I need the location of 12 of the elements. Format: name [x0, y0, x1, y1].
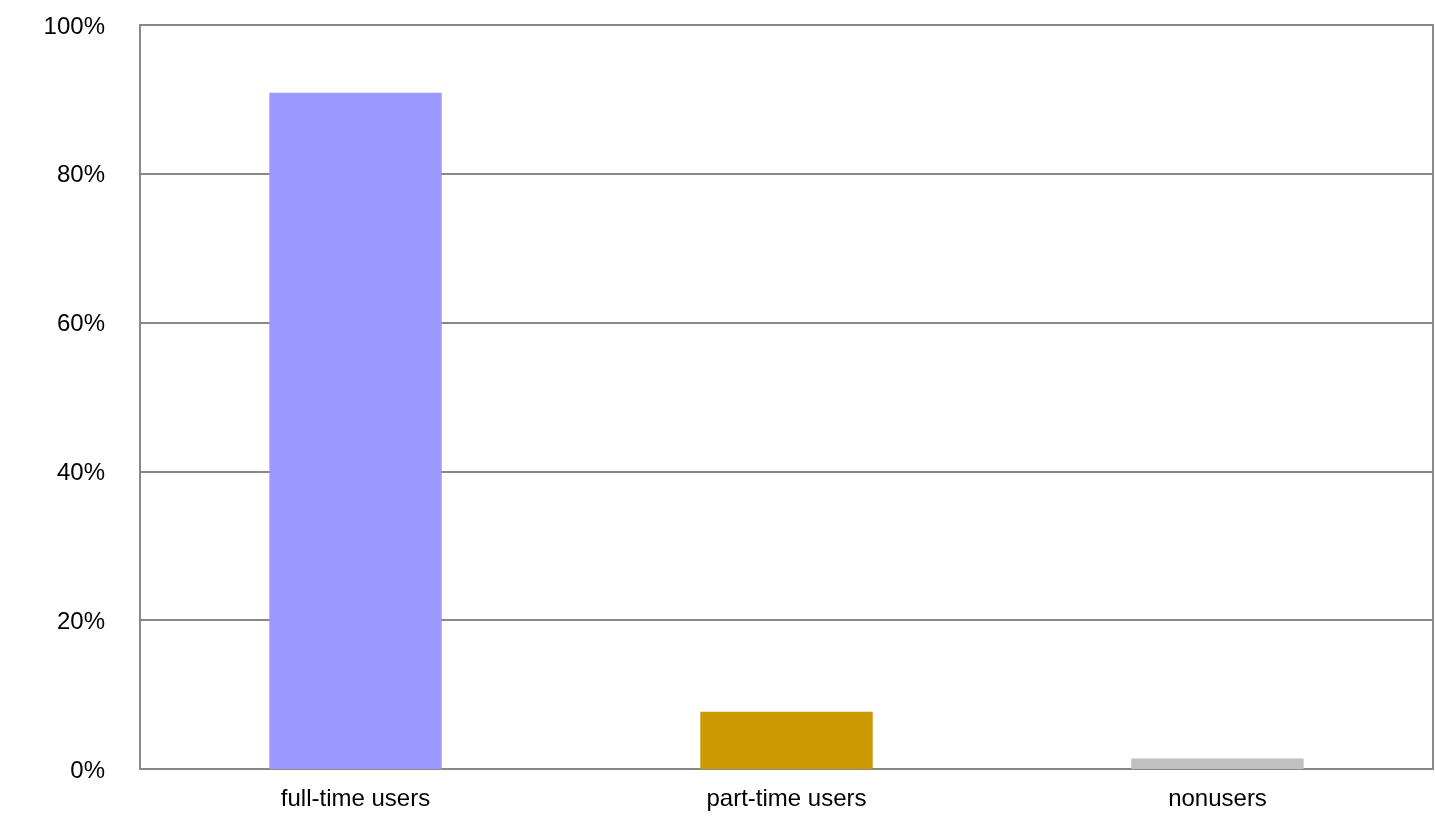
y-tick-label: 80%: [56, 160, 105, 188]
bar: [269, 92, 442, 769]
y-tick-label: 0%: [70, 755, 105, 783]
bar: [700, 711, 873, 769]
x-tick-label: full-time users: [280, 783, 431, 811]
y-tick-label: 20%: [56, 606, 105, 634]
y-tick-label: 40%: [56, 457, 105, 485]
x-tick-label: nonusers: [1168, 783, 1267, 811]
y-tick-label: 60%: [56, 309, 105, 337]
bar: [1131, 758, 1304, 769]
y-tick-label: 100%: [43, 11, 105, 39]
x-tick-label: part-time users: [706, 783, 867, 811]
